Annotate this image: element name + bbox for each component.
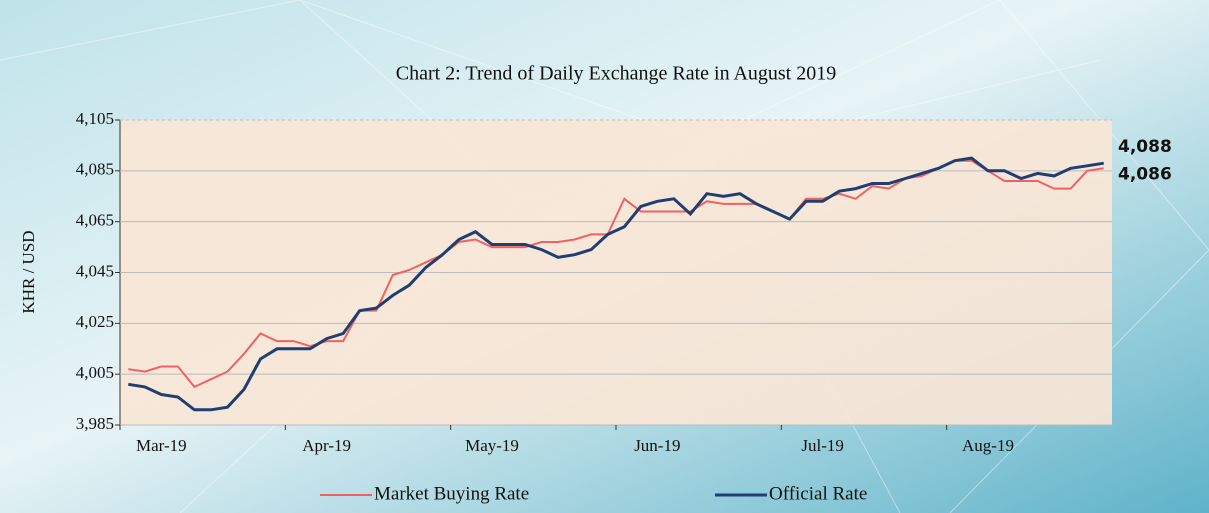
y-axis-label: KHR / USD [19,230,38,313]
y-tick-label: 4,105 [76,109,114,128]
series-line [128,156,1104,412]
x-tick-label: Jul-19 [801,436,844,455]
end-value-label: 4,086 [1118,164,1172,184]
y-tick-label: 4,025 [76,312,114,331]
y-tick-label: 4,005 [76,363,114,382]
y-tick-label: 3,985 [76,414,114,433]
x-tick-label: Jun-19 [634,436,680,455]
y-tick-label: 4,045 [76,261,114,280]
x-tick-label: May-19 [465,436,519,455]
y-tick-label: 4,065 [76,211,114,230]
legend-label: Market Buying Rate [374,483,529,504]
y-tick-label: 4,085 [76,160,114,179]
end-value-label: 4,088 [1118,137,1172,157]
x-tick-label: Aug-19 [962,436,1014,455]
legend-label: Official Rate [769,483,867,504]
x-tick-label: Apr-19 [302,436,351,455]
x-tick-label: Mar-19 [136,436,187,455]
chart-title: Chart 2: Trend of Daily Exchange Rate in… [396,63,837,85]
